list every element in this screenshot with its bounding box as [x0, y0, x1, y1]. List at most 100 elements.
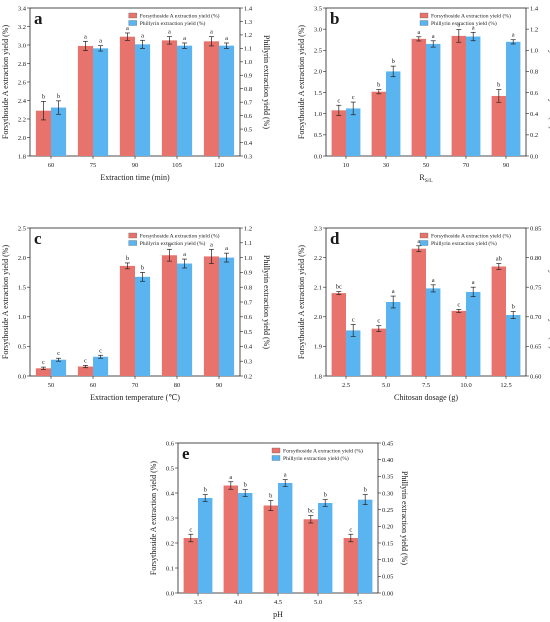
bar [411, 38, 426, 156]
significance-label: b [126, 255, 129, 262]
legend-label: Phillyrin extraction yield (%) [283, 455, 349, 462]
bar [303, 519, 318, 593]
significance-label: c [57, 350, 60, 357]
significance-label: c [457, 301, 460, 308]
y-axis-title: Forsythoside A extraction yield (%) [1, 245, 10, 360]
y-tick-label: 3.0 [18, 42, 26, 49]
x-tick-label: 120 [214, 162, 224, 169]
legend-label: Forsythoside A extraction yield (%) [431, 233, 511, 240]
legend-swatch [128, 20, 137, 26]
significance-label: a [392, 288, 395, 295]
bar [411, 248, 426, 376]
y2-tick-label: 0.80 [530, 255, 541, 262]
y2-tick-label: 1.2 [244, 32, 252, 39]
y-axis-title: Forsythoside A extraction yield (%) [297, 245, 306, 360]
significance-label: a [472, 279, 475, 286]
y2-axis-title: Phillyrin extraction yield (%) [262, 255, 271, 349]
y-tick-label: 0.5 [18, 344, 26, 351]
significance-label: a [141, 32, 144, 39]
y-tick-label: 2.5 [18, 225, 26, 232]
y2-tick-label: 0.7 [244, 299, 253, 306]
y2-tick-label: 0.30 [382, 490, 393, 497]
significance-label: c [189, 526, 192, 533]
y2-tick-label: 0.4 [530, 111, 539, 118]
legend-label: Phillyrin extraction yield (%) [140, 240, 206, 247]
y-tick-label: 2.0 [314, 69, 322, 76]
y2-tick-label: 0.20 [382, 524, 393, 531]
legend-label: Phillyrin extraction yield (%) [140, 20, 206, 27]
panel-letter: d [330, 229, 340, 248]
bar [119, 36, 135, 156]
bar [466, 36, 481, 156]
panel-letter: a [34, 9, 43, 28]
bar [177, 263, 193, 376]
bar [491, 266, 506, 376]
x-axis-subscript: S/L [425, 178, 434, 184]
legend-swatch [271, 447, 281, 454]
y-tick-label: 2.5 [314, 48, 322, 55]
y-tick-label: 0.4 [166, 490, 175, 497]
significance-label: b [497, 82, 500, 89]
y2-tick-label: 1.2 [244, 225, 252, 232]
y2-tick-label: 0.8 [244, 86, 252, 93]
bar [223, 485, 238, 593]
y2-tick-label: 1.4 [244, 5, 253, 12]
significance-label: a [457, 22, 460, 29]
bar [358, 499, 373, 593]
significance-label: a [183, 251, 186, 258]
chart-panel-d: 1.8 1.9 2.0 2.1 2.2 2.3 0.60 0.65 0.70 0.75 0.80 0.… [297, 225, 550, 402]
significance-label: a [84, 33, 87, 40]
bar [119, 265, 135, 376]
y-tick-label: 2.0 [18, 255, 26, 262]
significance-label: a [229, 474, 232, 481]
x-tick-label: 5.5 [354, 599, 362, 606]
y-tick-label: 2.2 [18, 116, 26, 123]
legend-label: Forsythoside A extraction yield (%) [140, 13, 220, 20]
significance-label: b [377, 82, 380, 89]
x-tick-label: 30 [383, 162, 390, 169]
y-axis-title: Forsythoside A extraction yield (%) [1, 25, 10, 140]
significance-label: c [352, 94, 355, 101]
x-tick-label: 50 [423, 162, 430, 169]
significance-label: a [432, 33, 435, 40]
y-tick-label: 3.0 [314, 26, 322, 33]
bar [177, 45, 193, 156]
legend-swatch [419, 232, 429, 239]
y2-tick-label: 0.2 [244, 373, 252, 380]
y-tick-label: 1.5 [18, 285, 26, 292]
bar [491, 95, 506, 156]
bar [506, 41, 521, 157]
y2-tick-label: 0.00 [382, 590, 393, 597]
chart-panel-a: 1.8 2.0 2.2 2.4 2.6 2.8 3.0 3.2 3.4 0.3 0.4 0.5 0.6 0… [1, 5, 271, 182]
significance-label: ab [496, 256, 502, 263]
y2-tick-label: 0.40 [382, 457, 393, 464]
y2-tick-label: 0.7 [244, 99, 253, 106]
y2-tick-label: 0.4 [244, 344, 253, 351]
bar [93, 356, 109, 376]
y2-axis-title: Phillyrin extraction yield (%) [548, 255, 550, 349]
significance-label: c [337, 97, 340, 104]
bar [426, 43, 441, 156]
y-tick-label: 0.5 [166, 465, 174, 472]
y2-tick-label: 0.70 [530, 314, 541, 321]
y2-tick-label: 0.75 [530, 285, 541, 292]
bar [183, 538, 198, 593]
y2-tick-label: 1.3 [244, 19, 252, 26]
bar [343, 538, 358, 593]
bar [135, 44, 151, 157]
legend-swatch [419, 12, 429, 19]
bar [371, 328, 386, 376]
bar [331, 293, 346, 376]
y2-tick-label: 0.60 [530, 373, 541, 380]
significance-label: b [141, 264, 144, 271]
significance-label: b [392, 58, 395, 65]
bar [278, 483, 293, 593]
y2-tick-label: 1.0 [244, 255, 252, 262]
significance-label: a [183, 35, 186, 42]
significance-label: b [244, 482, 247, 489]
bar [35, 368, 51, 376]
y2-tick-label: 0.9 [244, 270, 252, 277]
bar [263, 505, 278, 593]
x-tick-label: 60 [90, 382, 97, 389]
